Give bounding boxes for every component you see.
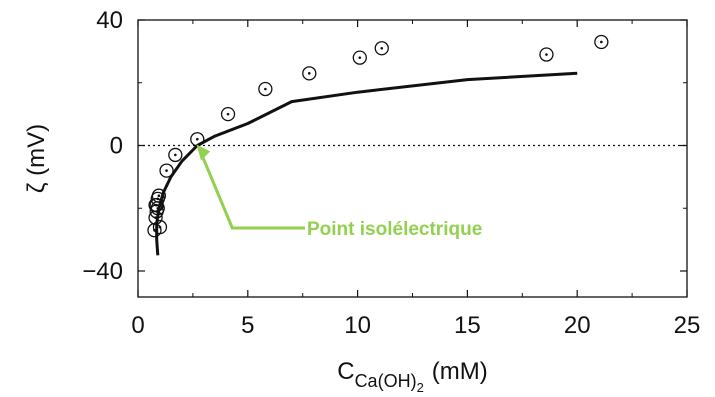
data-point-ring	[302, 66, 317, 81]
y-tick-label: 40	[96, 7, 123, 34]
x-tick-label: 20	[564, 312, 591, 339]
data-point-ring	[152, 219, 168, 235]
data-point	[539, 47, 554, 62]
data-point-dot	[226, 112, 230, 116]
data-point-dot	[380, 46, 384, 50]
x-tick-label: 10	[344, 312, 371, 339]
annotation-label: Point isolélectrique	[307, 219, 482, 240]
data-point	[220, 106, 236, 122]
data-point	[352, 50, 367, 65]
data-point-ring	[594, 34, 609, 50]
data-point-ring	[539, 47, 554, 62]
x-tick-label: 5	[241, 312, 254, 339]
data-point	[151, 188, 167, 203]
data-point-ring	[151, 188, 167, 203]
data-point-dot	[195, 137, 199, 141]
data-point-ring	[374, 41, 389, 56]
data-point-dot	[358, 56, 362, 59]
data-point	[190, 132, 205, 147]
data-point	[374, 41, 389, 56]
x-axis-title: CCa(OH)2(mM)	[337, 358, 488, 395]
y-axis-title: ζ (mV)	[23, 124, 50, 193]
y-tick-label: 0	[110, 133, 123, 160]
data-point-dot	[545, 53, 548, 56]
data-point-ring	[220, 106, 236, 122]
x-tick-label: 15	[454, 312, 481, 339]
data-point-dot	[307, 72, 311, 75]
annotation-arrow-line	[199, 152, 305, 230]
data-point-dot	[600, 40, 603, 44]
data-point-dot	[165, 169, 168, 172]
data-point-dot	[158, 225, 162, 229]
annotation-arrowhead	[196, 144, 211, 161]
data-point-dot	[156, 197, 160, 201]
data-point-ring	[352, 50, 367, 65]
data-point-ring	[258, 81, 273, 97]
x-tick-label: 0	[131, 312, 144, 339]
data-point	[152, 219, 168, 235]
x-tick-label: 25	[674, 312, 701, 339]
data-point-ring	[168, 147, 183, 163]
data-point	[168, 147, 183, 163]
data-point	[302, 66, 317, 81]
data-point-dot	[264, 87, 267, 91]
plot-frame	[137, 19, 688, 298]
data-point	[258, 81, 273, 97]
data-point-dot	[156, 206, 160, 210]
data-point-ring	[159, 163, 174, 178]
data-point	[159, 163, 174, 178]
y-tick-label: −40	[82, 258, 123, 285]
data-point	[594, 34, 609, 50]
data-point-dot	[157, 194, 161, 197]
data-point-dot	[174, 153, 177, 157]
